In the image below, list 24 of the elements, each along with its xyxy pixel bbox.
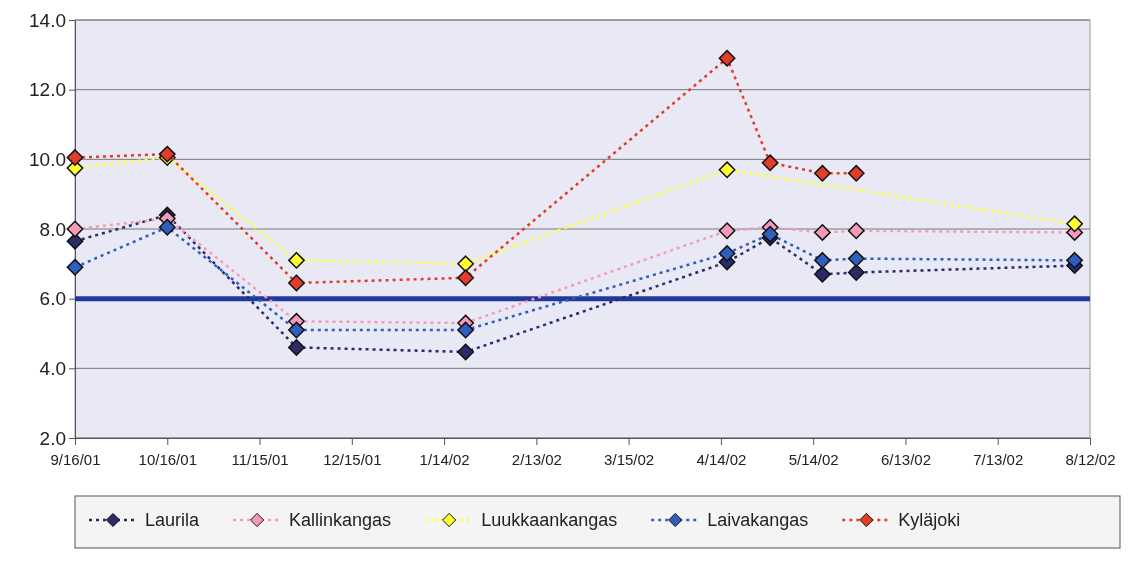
x-tick-label: 7/13/02	[973, 450, 1024, 468]
x-tick-label: 10/16/01	[138, 450, 197, 468]
y-tick-label: 4.0	[39, 357, 66, 379]
y-tick-label: 8.0	[39, 218, 66, 240]
legend-label: Kyläjoki	[898, 510, 961, 530]
y-tick-label: 14.0	[29, 9, 66, 31]
x-tick-label: 6/13/02	[880, 450, 931, 468]
legend-label: Kallinkangas	[289, 510, 392, 530]
x-tick-label: 1/14/02	[419, 450, 470, 468]
legend-label: Laivakangas	[707, 510, 809, 530]
y-tick-label: 12.0	[29, 79, 66, 101]
x-tick-label: 3/15/02	[604, 450, 655, 468]
x-tick-label: 2/13/02	[511, 450, 562, 468]
x-tick-label: 4/14/02	[696, 450, 747, 468]
x-tick-label: 5/14/02	[788, 450, 839, 468]
x-tick-label: 11/15/01	[231, 450, 289, 468]
x-tick-label: 8/12/02	[1065, 450, 1116, 468]
x-tick-label: 9/16/01	[50, 450, 101, 468]
y-tick-label: 6.0	[39, 288, 66, 310]
x-tick-label: 12/15/01	[323, 450, 382, 468]
legend-label: Laurila	[145, 510, 201, 530]
y-tick-label: 2.0	[39, 427, 66, 449]
legend-label: Luukkaankangas	[481, 510, 618, 530]
y-tick-label: 10.0	[29, 148, 66, 170]
